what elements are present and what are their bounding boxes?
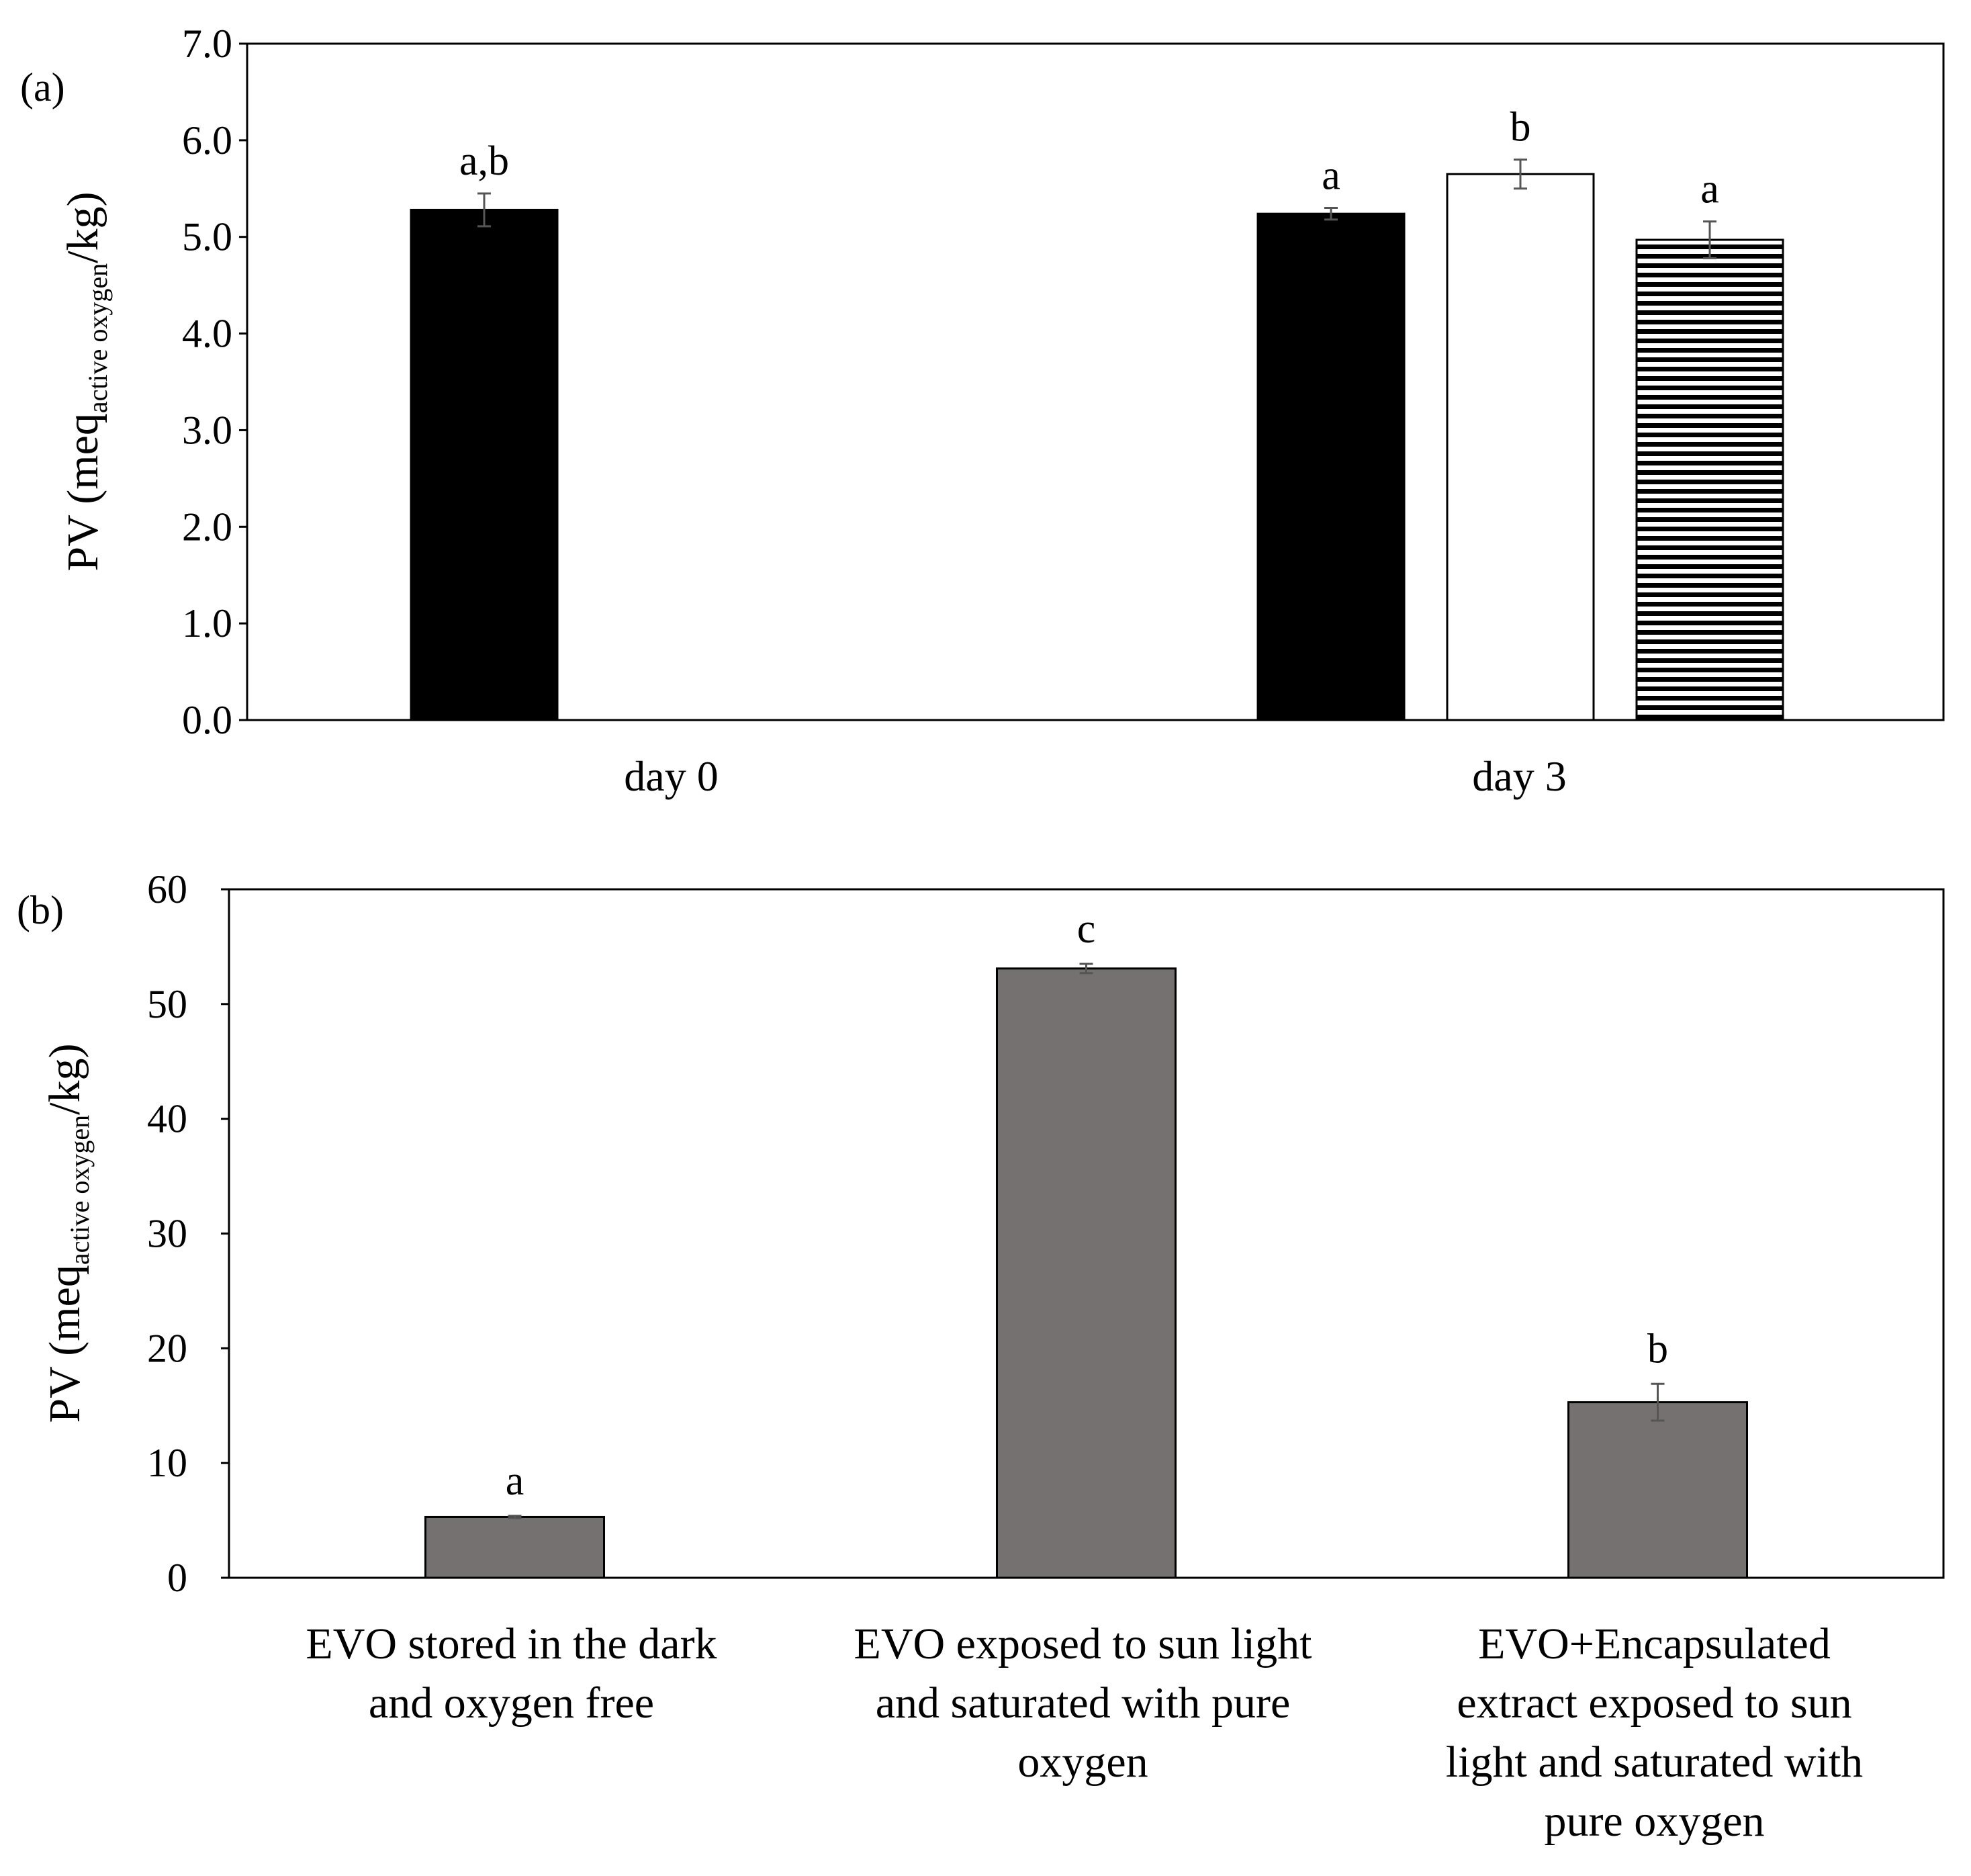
panel-a-significance-letter: b [1510, 105, 1531, 150]
panel-b-x-tick-label-line: extract exposed to sun [1457, 1679, 1851, 1728]
panel-a-y-axis-label-prefix: PV (meq [58, 413, 107, 571]
panel-b-y-tick-label: 20 [147, 1326, 187, 1370]
panel-b-y-axis-label: PV (meqactive oxygen/kg) [40, 1044, 95, 1423]
panel-b-y-tick-label: 60 [147, 867, 187, 911]
panel-a-y-tick-label: 2.0 [182, 504, 232, 549]
panel-b-x-tick-label-line: and oxygen free [369, 1679, 654, 1728]
panel-a-y-axis-label: PV (meqactive oxygen/kg) [58, 192, 113, 572]
panel-b-x-tick-label-line: EVO stored in the dark [306, 1619, 717, 1668]
panel-a-bar [410, 208, 559, 721]
panel-b-bar [1567, 1401, 1748, 1579]
panel-b-bars: a c b [424, 906, 1748, 1579]
panel-a-y-axis-label-suffix: /kg) [58, 192, 107, 263]
panel-a-y-axis-label-subscript: active oxygen [83, 263, 113, 413]
panel-b-x-tick-label-line: EVO exposed to sun light [854, 1619, 1312, 1668]
panel-b-label: (b) [17, 888, 64, 932]
panel-a-y-tick-label: 1.0 [182, 601, 232, 645]
panel-a-x-axis: day 0 day 3 [624, 752, 1566, 800]
panel-b-x-tick-label-line: light and saturated with [1446, 1738, 1863, 1787]
panel-a-y-tick-label: 3.0 [182, 408, 232, 452]
panel-b-y-tick-label: 30 [147, 1212, 187, 1256]
panel-b-x-tick-label-line: and saturated with pure [876, 1679, 1291, 1728]
panel-a-x-tick-label: day 0 [624, 752, 718, 800]
panel-b-bar [996, 967, 1177, 1579]
panel-b: (b) PV (meqactive oxygen/kg) 0 10 20 30 40 50… [17, 867, 1945, 1846]
panel-b-significance-letter: a [506, 1458, 524, 1504]
panel-b-y-axis-label-prefix: PV (meq [40, 1265, 89, 1423]
panel-b-y-tick-label: 10 [147, 1441, 187, 1485]
panel-a-y-tick-label: 4.0 [182, 312, 232, 356]
panel-b-y-tick-label: 0 [167, 1556, 187, 1600]
panel-a-significance-letter: a [1322, 153, 1340, 199]
panel-a-label: (a) [20, 65, 65, 109]
panel-b-x-tick-label-line: EVO+Encapsulated [1478, 1619, 1831, 1668]
panel-b-bar [424, 1515, 605, 1579]
panel-a-x-tick-label: day 3 [1472, 752, 1566, 800]
panel-a-bar [1635, 238, 1784, 721]
panel-a-bar [1256, 212, 1406, 721]
panel-b-x-axis: EVO stored in the dark and oxygen free EVO… [306, 1619, 1863, 1846]
panel-a: (a) PV (meqactive oxygen/kg) 0.0 1.0 2.0 3.… [20, 21, 1945, 800]
panel-b-significance-letter: c [1077, 906, 1096, 952]
panel-a-plot-frame [246, 42, 1945, 721]
panel-a-bar [1446, 173, 1595, 721]
panel-a-y-tick-label: 7.0 [182, 21, 232, 66]
panel-b-x-tick-label-line: oxygen [1017, 1738, 1148, 1787]
panel-a-significance-letter: a,b [459, 138, 509, 184]
panel-a-y-tick-label: 5.0 [182, 215, 232, 259]
panel-a-bars: a,b a b a [410, 105, 1784, 721]
panel-a-y-axis: 0.0 1.0 2.0 3.0 4.0 5.0 6.0 7.0 [182, 21, 247, 742]
panel-b-y-tick-label: 40 [147, 1097, 187, 1141]
panel-b-significance-letter: b [1647, 1326, 1668, 1372]
panel-b-y-axis: 0 10 20 30 40 50 60 [147, 867, 229, 1600]
panel-b-x-tick-label-line: pure oxygen [1544, 1797, 1764, 1846]
panel-a-y-tick-label: 0.0 [182, 698, 232, 742]
panel-b-y-tick-label: 50 [147, 982, 187, 1026]
panel-a-y-tick-label: 6.0 [182, 118, 232, 163]
panel-b-y-axis-label-subscript: active oxygen [64, 1115, 95, 1265]
panel-a-significance-letter: a [1700, 167, 1719, 212]
panel-b-y-axis-label-suffix: /kg) [40, 1044, 89, 1115]
